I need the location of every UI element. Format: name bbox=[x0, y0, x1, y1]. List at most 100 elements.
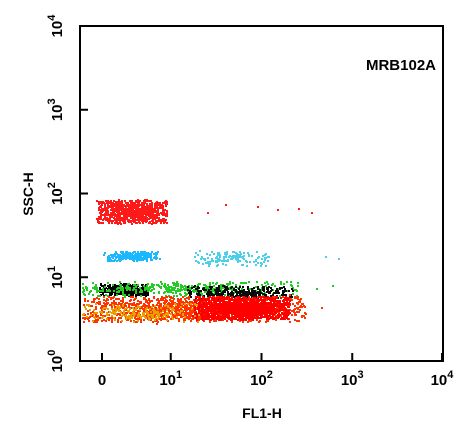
data-point bbox=[102, 293, 104, 295]
data-point bbox=[116, 294, 118, 296]
data-point bbox=[158, 202, 160, 204]
data-point bbox=[209, 321, 211, 323]
data-point bbox=[243, 255, 245, 257]
data-point bbox=[260, 296, 262, 298]
data-point bbox=[185, 305, 187, 307]
data-point bbox=[210, 312, 212, 314]
data-point bbox=[185, 307, 187, 309]
data-point bbox=[89, 316, 91, 318]
data-point bbox=[190, 320, 192, 322]
data-point bbox=[239, 256, 241, 258]
data-point bbox=[112, 213, 114, 215]
data-point bbox=[286, 281, 288, 283]
data-point bbox=[142, 259, 144, 261]
data-point bbox=[125, 214, 127, 216]
data-point bbox=[122, 256, 124, 258]
data-point bbox=[153, 253, 155, 255]
data-point bbox=[209, 282, 211, 284]
data-point bbox=[117, 201, 119, 203]
data-point bbox=[120, 289, 122, 291]
data-point bbox=[99, 287, 101, 289]
data-point bbox=[175, 310, 177, 312]
data-point bbox=[223, 317, 225, 319]
data-point bbox=[151, 217, 153, 219]
data-point bbox=[291, 310, 293, 312]
data-point bbox=[120, 251, 122, 253]
data-point bbox=[275, 292, 277, 294]
data-point bbox=[282, 296, 284, 298]
data-point bbox=[120, 209, 122, 211]
data-point bbox=[150, 255, 152, 257]
data-point bbox=[192, 317, 194, 319]
data-point bbox=[146, 211, 148, 213]
data-point bbox=[202, 297, 204, 299]
data-point bbox=[113, 302, 115, 304]
data-point bbox=[220, 286, 222, 288]
data-point bbox=[321, 307, 323, 309]
data-point bbox=[192, 315, 194, 317]
data-point bbox=[170, 290, 172, 292]
data-point bbox=[83, 304, 85, 306]
data-point bbox=[251, 255, 253, 257]
data-point bbox=[188, 292, 190, 294]
data-point bbox=[116, 205, 118, 207]
data-point bbox=[163, 292, 165, 294]
data-point bbox=[130, 299, 132, 301]
data-point bbox=[103, 218, 105, 220]
data-point bbox=[207, 262, 209, 264]
data-point bbox=[97, 295, 99, 297]
data-point bbox=[118, 291, 120, 293]
data-point bbox=[296, 320, 298, 322]
data-point bbox=[296, 290, 298, 292]
data-point bbox=[181, 289, 183, 291]
data-point bbox=[218, 286, 220, 288]
data-point bbox=[128, 220, 130, 222]
data-point bbox=[86, 289, 88, 291]
data-point bbox=[292, 303, 294, 305]
data-point bbox=[144, 297, 146, 299]
data-point bbox=[100, 290, 102, 292]
data-point bbox=[118, 204, 120, 206]
data-point bbox=[151, 283, 153, 285]
data-point bbox=[133, 287, 135, 289]
data-point bbox=[264, 310, 266, 312]
data-point bbox=[221, 260, 223, 262]
data-point bbox=[211, 260, 213, 262]
data-point bbox=[159, 219, 161, 221]
data-point bbox=[288, 290, 290, 292]
data-point bbox=[262, 255, 264, 257]
data-point bbox=[143, 253, 145, 255]
data-point bbox=[109, 304, 111, 306]
data-point bbox=[190, 296, 192, 298]
data-point bbox=[205, 285, 207, 287]
data-point bbox=[170, 318, 172, 320]
data-point bbox=[206, 253, 208, 255]
data-point bbox=[116, 218, 118, 220]
data-point bbox=[229, 281, 231, 283]
data-point bbox=[129, 257, 131, 259]
data-point bbox=[134, 281, 136, 283]
data-point bbox=[194, 299, 196, 301]
data-point bbox=[150, 290, 152, 292]
data-point bbox=[220, 288, 222, 290]
data-point bbox=[136, 222, 138, 224]
data-point bbox=[140, 302, 142, 304]
data-point bbox=[98, 201, 100, 203]
data-point bbox=[224, 252, 226, 254]
data-point bbox=[180, 294, 182, 296]
data-point bbox=[141, 210, 143, 212]
data-point bbox=[162, 205, 164, 207]
data-point bbox=[109, 217, 111, 219]
data-point bbox=[210, 301, 212, 303]
data-point bbox=[249, 261, 251, 263]
data-point bbox=[289, 294, 291, 296]
data-point bbox=[292, 290, 294, 292]
data-point bbox=[128, 283, 130, 285]
data-point bbox=[114, 306, 116, 308]
data-point bbox=[205, 262, 207, 264]
data-point bbox=[253, 313, 255, 315]
data-point bbox=[186, 312, 188, 314]
data-point bbox=[146, 213, 148, 215]
data-point bbox=[166, 222, 168, 224]
data-point bbox=[140, 254, 142, 256]
